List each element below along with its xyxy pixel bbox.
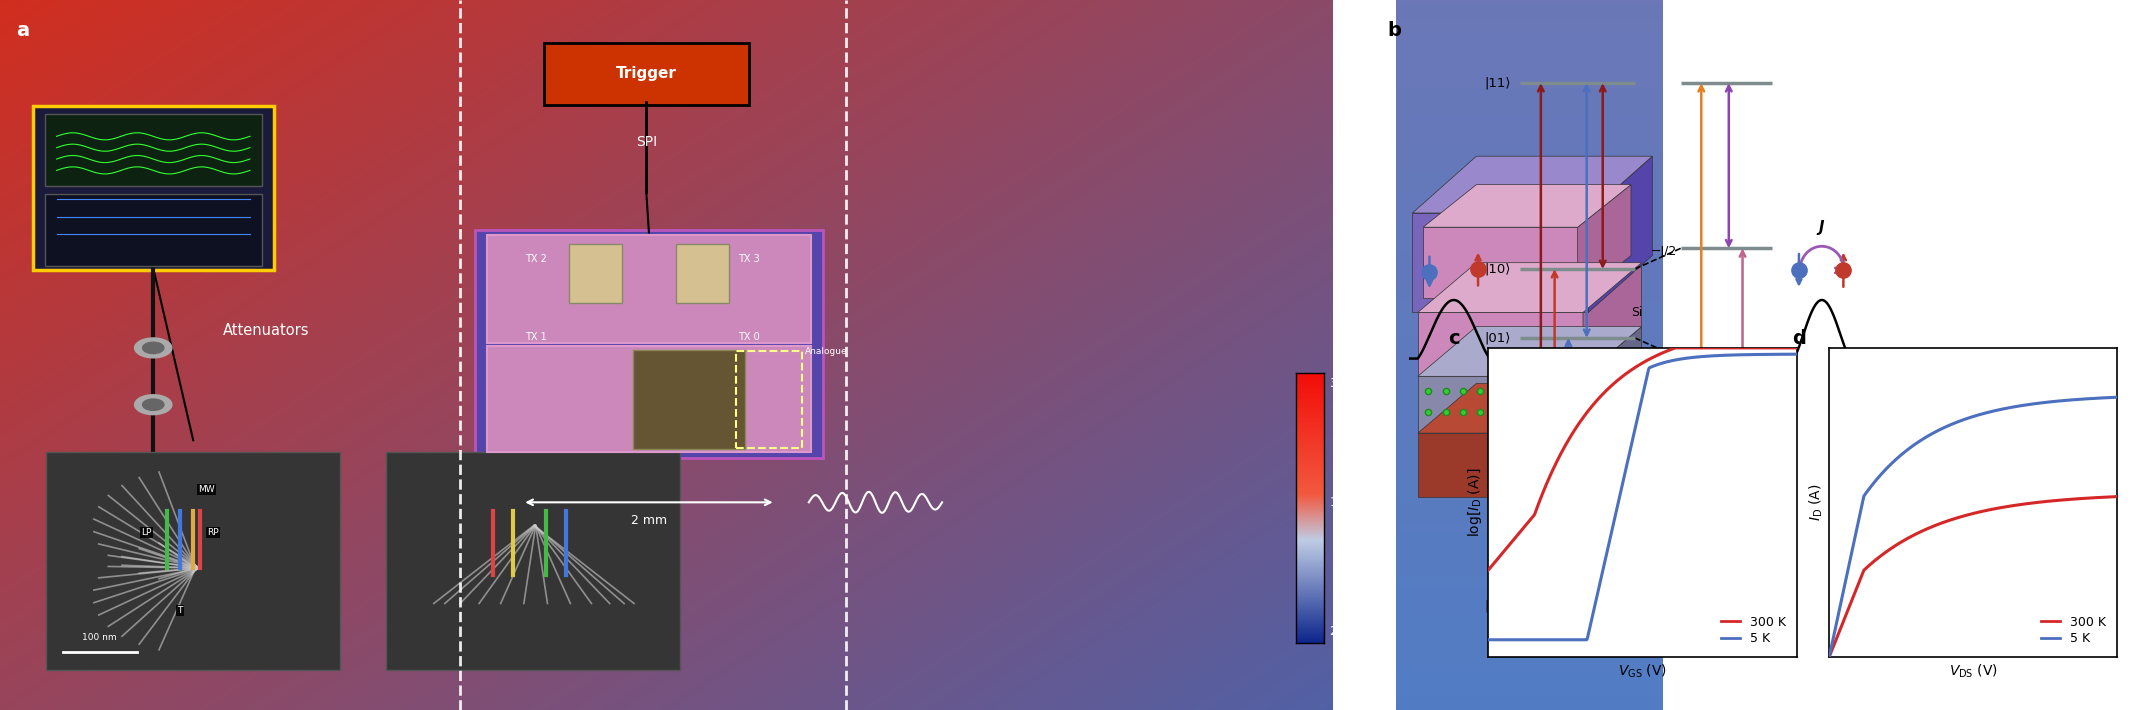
Circle shape xyxy=(143,399,164,410)
Text: TX 2: TX 2 xyxy=(524,254,546,264)
Text: T: T xyxy=(177,606,183,615)
Text: d: d xyxy=(1791,329,1806,349)
Text: 100 nm: 100 nm xyxy=(81,633,117,642)
Polygon shape xyxy=(1418,376,1582,433)
Polygon shape xyxy=(1582,383,1642,497)
Polygon shape xyxy=(1418,327,1642,376)
Text: c: c xyxy=(1448,329,1460,349)
Circle shape xyxy=(134,395,173,415)
Text: −J/2: −J/2 xyxy=(1650,245,1678,258)
Polygon shape xyxy=(1588,156,1652,312)
FancyBboxPatch shape xyxy=(475,230,823,459)
Polygon shape xyxy=(1418,433,1582,497)
Text: |01⟩: |01⟩ xyxy=(1484,332,1512,344)
X-axis label: $V_\mathregular{DS}$ (V): $V_\mathregular{DS}$ (V) xyxy=(1949,662,1998,679)
Polygon shape xyxy=(1578,185,1631,298)
Y-axis label: $I_\mathregular{D}$ (A): $I_\mathregular{D}$ (A) xyxy=(1808,484,1825,521)
Text: |00⟩: |00⟩ xyxy=(1484,600,1512,613)
Text: 300 K: 300 K xyxy=(1330,377,1367,390)
FancyBboxPatch shape xyxy=(544,43,748,105)
Polygon shape xyxy=(1418,312,1582,376)
FancyBboxPatch shape xyxy=(45,194,262,266)
Text: |10⟩: |10⟩ xyxy=(1484,263,1512,275)
Text: LP: LP xyxy=(141,528,151,537)
Text: |11⟩: |11⟩ xyxy=(1484,77,1512,89)
FancyBboxPatch shape xyxy=(676,244,729,303)
Polygon shape xyxy=(1418,383,1642,433)
Text: a: a xyxy=(17,21,30,40)
Text: Analogue: Analogue xyxy=(804,347,846,356)
Y-axis label: log[$I_\mathregular{D}$ (A)]: log[$I_\mathregular{D}$ (A)] xyxy=(1467,468,1484,537)
Text: J: J xyxy=(1819,220,1825,235)
Polygon shape xyxy=(1582,327,1642,433)
Text: Si/SiGe: Si/SiGe xyxy=(1631,455,1676,468)
Text: 1–5 K: 1–5 K xyxy=(1330,496,1364,509)
Circle shape xyxy=(134,338,173,358)
FancyBboxPatch shape xyxy=(32,106,273,271)
FancyBboxPatch shape xyxy=(633,350,744,449)
Text: RP: RP xyxy=(207,528,220,537)
FancyBboxPatch shape xyxy=(569,244,623,303)
Text: −J/2: −J/2 xyxy=(1650,349,1678,361)
FancyBboxPatch shape xyxy=(45,114,262,186)
Legend: 300 K, 5 K: 300 K, 5 K xyxy=(2036,611,2111,650)
Text: 2 mm: 2 mm xyxy=(631,513,667,527)
Text: Si: Si xyxy=(1631,306,1642,319)
FancyBboxPatch shape xyxy=(47,452,341,670)
Polygon shape xyxy=(1424,185,1631,227)
FancyBboxPatch shape xyxy=(486,346,810,452)
Text: b: b xyxy=(1388,21,1401,40)
FancyBboxPatch shape xyxy=(486,236,810,343)
Polygon shape xyxy=(1418,263,1642,312)
Text: Dielectric: Dielectric xyxy=(1631,377,1691,390)
Bar xyxy=(736,351,802,447)
Polygon shape xyxy=(1411,213,1588,312)
Text: Attenuators: Attenuators xyxy=(224,322,309,338)
Text: TX 3: TX 3 xyxy=(738,254,759,264)
Text: 20 mK: 20 mK xyxy=(1330,626,1371,638)
Polygon shape xyxy=(1582,263,1642,376)
Circle shape xyxy=(143,342,164,354)
FancyBboxPatch shape xyxy=(386,452,680,670)
Polygon shape xyxy=(1424,227,1578,298)
Text: TX 0: TX 0 xyxy=(738,332,759,342)
Text: TX 1: TX 1 xyxy=(524,332,546,342)
Text: SPI: SPI xyxy=(635,135,657,149)
X-axis label: $V_\mathregular{GS}$ (V): $V_\mathregular{GS}$ (V) xyxy=(1618,662,1667,679)
Text: Trigger: Trigger xyxy=(616,65,676,81)
Text: MW: MW xyxy=(198,486,215,494)
Legend: 300 K, 5 K: 300 K, 5 K xyxy=(1716,611,1791,650)
Polygon shape xyxy=(1411,156,1652,213)
